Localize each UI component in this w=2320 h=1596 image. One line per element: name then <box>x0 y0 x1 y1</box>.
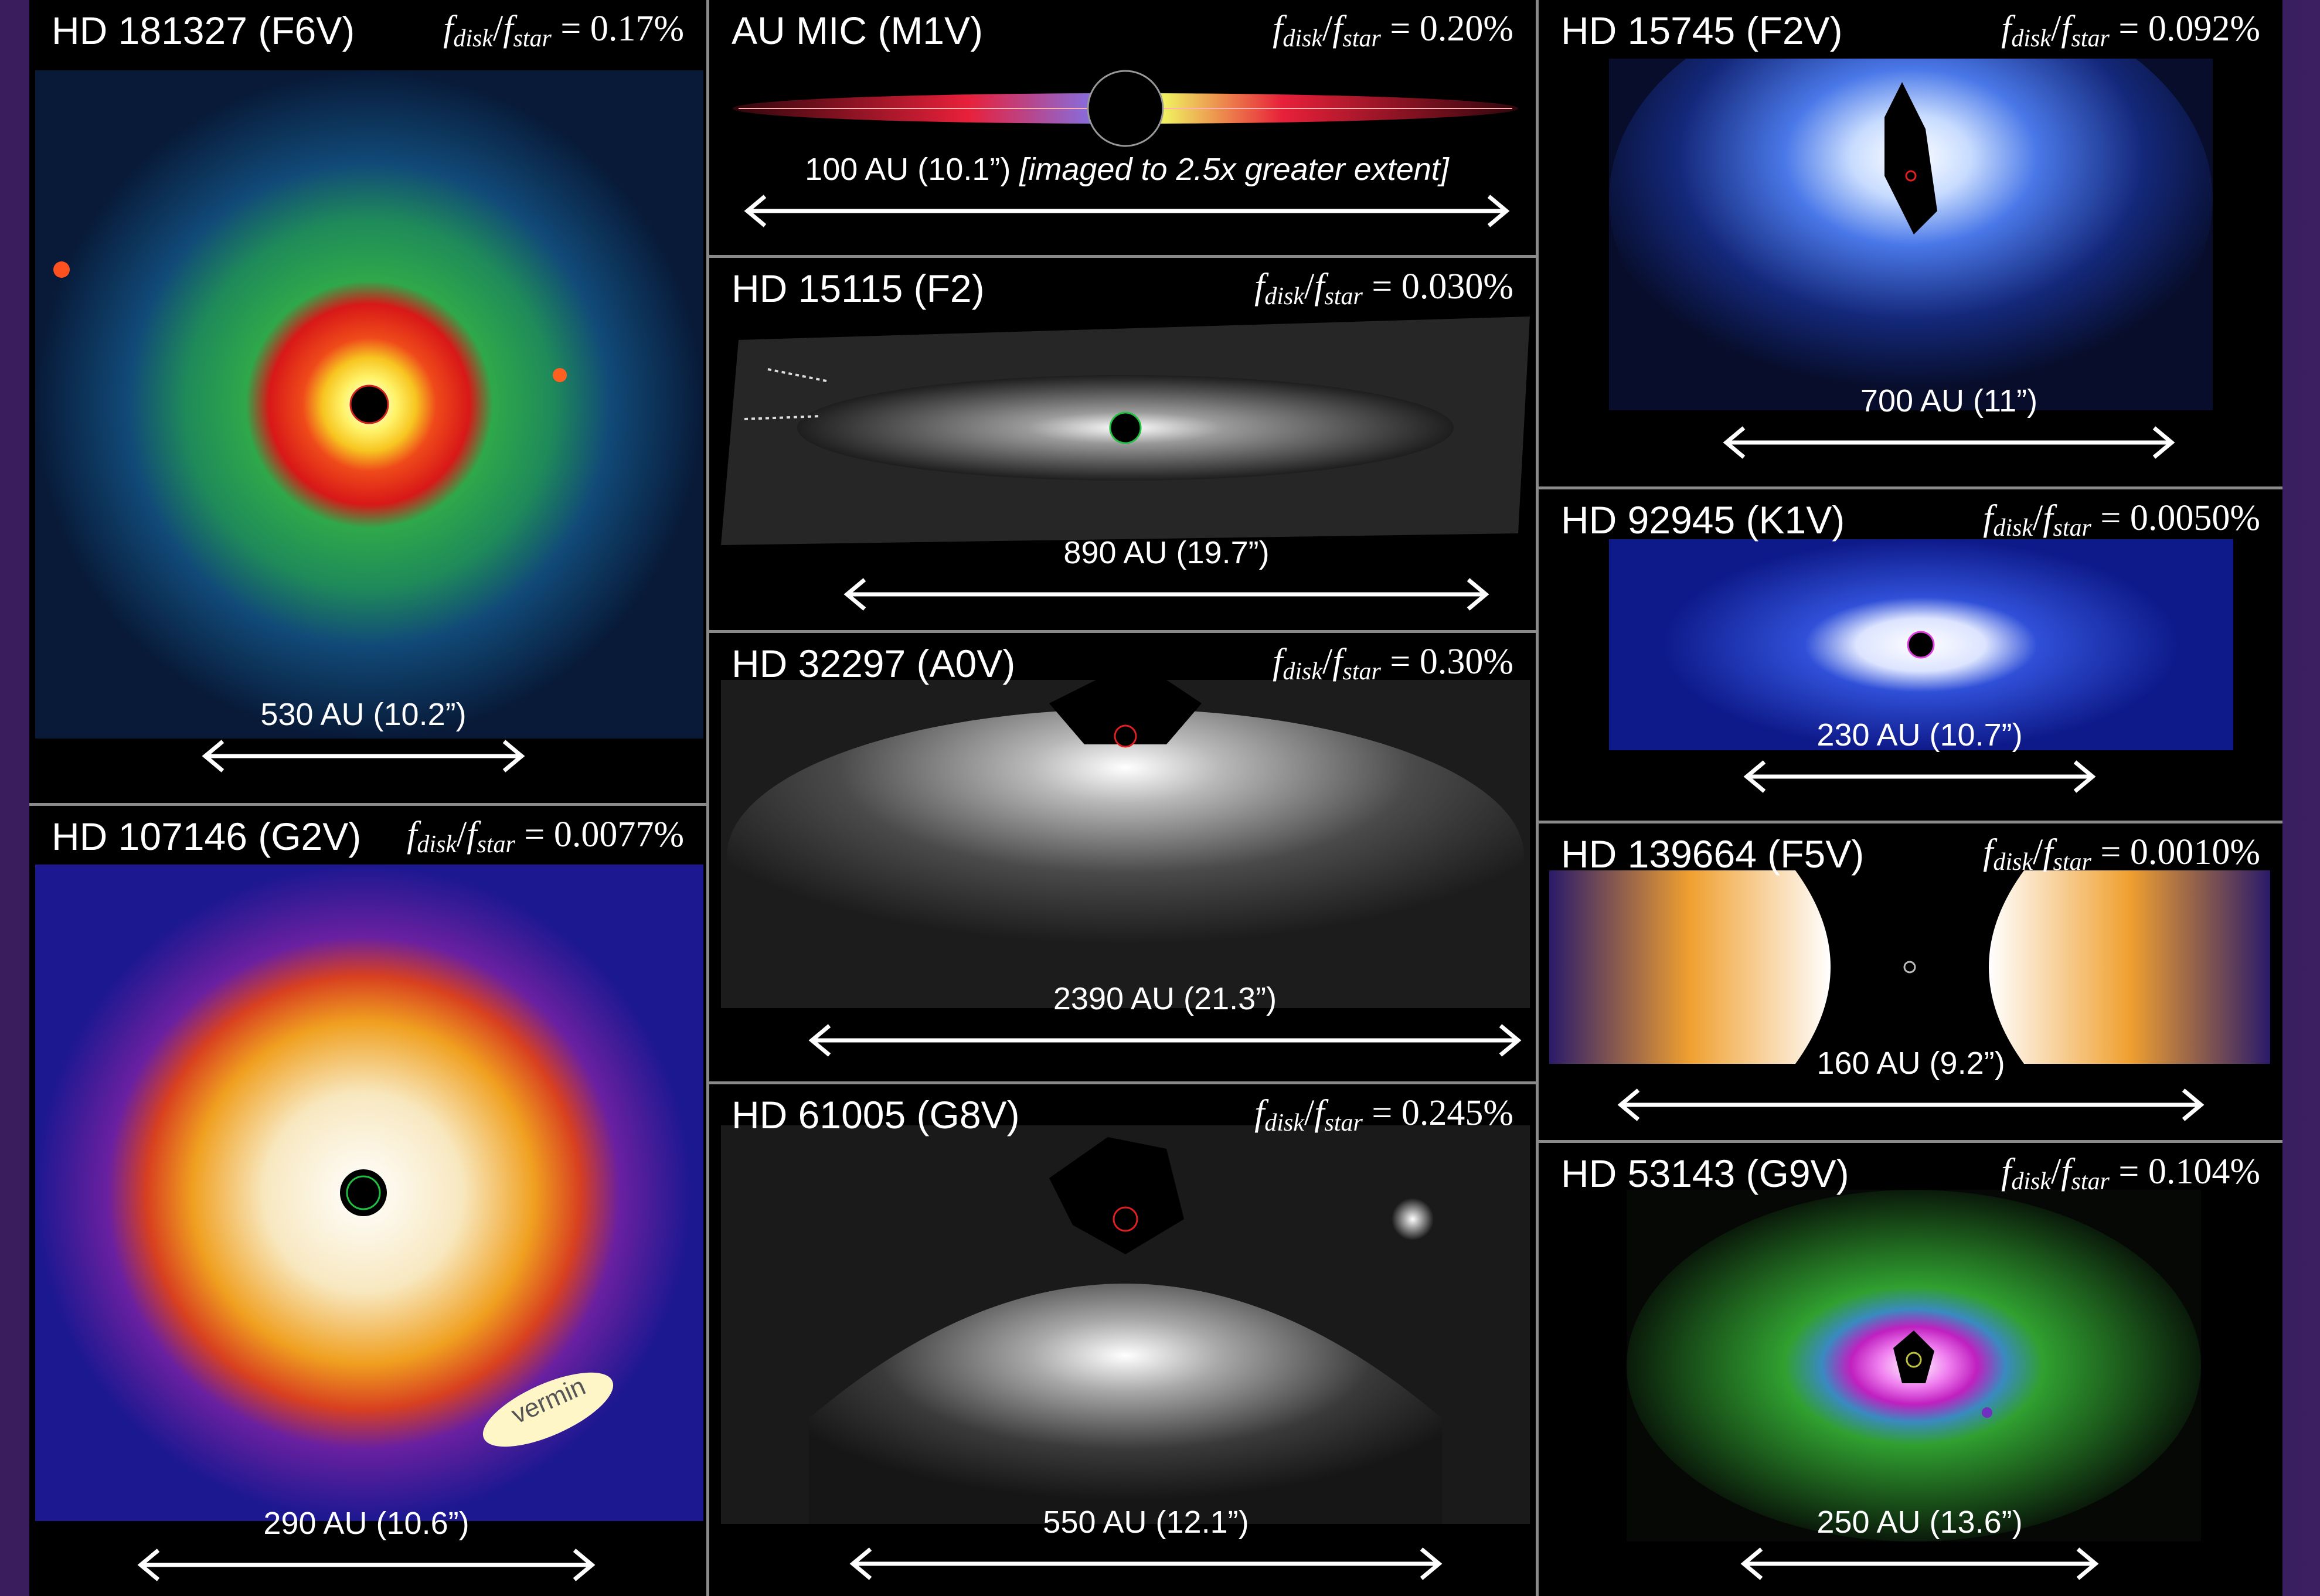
scale-bar: 530 AU (10.2”) <box>199 697 528 774</box>
disk-image-hd107146 <box>35 865 703 1521</box>
disk-image-hd53143 <box>1627 1190 2201 1541</box>
scale-bar: 160 AU (9.2”) <box>1615 1046 2207 1122</box>
panel-title: HD 32297 (A0V) <box>732 642 1016 685</box>
panel-hd15745: HD 15745 (F2V) fdisk/fstar = 0.092% 700 … <box>1539 0 2282 489</box>
panel-title: HD 61005 (G8V) <box>732 1093 1020 1136</box>
scale-bar: 890 AU (19.7”) <box>841 535 1492 612</box>
disk-image-aumic <box>733 70 1518 147</box>
panel-hd181327: HD 181327 (F6V) fdisk/fstar = 0.17% 530 … <box>29 0 709 806</box>
disk-image-hd92945 <box>1609 539 2233 750</box>
scale-label: 160 AU (9.2”) <box>1816 1046 2005 1081</box>
scale-label: 550 AU (12.1”) <box>1043 1505 1249 1540</box>
scale-bar: 700 AU (11”) <box>1720 383 2178 460</box>
scale-bar: 290 AU (10.6”) <box>135 1506 598 1583</box>
panel-hd139664: HD 139664 (F5V) fdisk/fstar = 0.0010% 16… <box>1539 823 2282 1143</box>
scale-label: 230 AU (10.7”) <box>1816 717 2023 753</box>
scale-bar: 100 AU (10.1”) [imaged to 2.5x greater e… <box>741 152 1512 229</box>
scale-bar: 550 AU (12.1”) <box>847 1505 1445 1581</box>
panel-title: HD 181327 (F6V) <box>52 9 355 52</box>
disk-image-hd181327 <box>35 70 703 739</box>
panel-title: HD 92945 (K1V) <box>1561 498 1845 542</box>
panel-aumic: AU MIC (M1V) fdisk/fstar = 0.20% 100 AU … <box>709 0 1539 258</box>
scale-label: 2390 AU (21.3”) <box>1053 981 1277 1016</box>
flux-ratio-label: fdisk/fstar = 0.245% <box>1254 1093 1513 1136</box>
panel-hd92945: HD 92945 (K1V) fdisk/fstar = 0.0050% 230… <box>1539 489 2282 823</box>
scale-label: 890 AU (19.7”) <box>1063 535 1270 570</box>
disk-image-hd61005 <box>721 1125 1530 1524</box>
panel-title: HD 53143 (G9V) <box>1561 1152 1849 1195</box>
flux-ratio-label: fdisk/fstar = 0.0050% <box>1983 498 2260 542</box>
flux-ratio-label: fdisk/fstar = 0.104% <box>2001 1152 2260 1195</box>
panel-title: HD 139664 (F5V) <box>1561 832 1865 876</box>
scale-label: 290 AU (10.6”) <box>263 1506 470 1541</box>
flux-ratio-label: fdisk/fstar = 0.030% <box>1254 267 1513 310</box>
panel-hd61005: HD 61005 (G8V) fdisk/fstar = 0.245% 550 … <box>709 1084 1539 1596</box>
panel-title: AU MIC (M1V) <box>732 9 983 52</box>
scale-label: 250 AU (13.6”) <box>1816 1505 2023 1540</box>
scale-bar: 230 AU (10.7”) <box>1741 717 2098 794</box>
disk-image-hd15115 <box>721 317 1530 545</box>
disk-mosaic: HD 181327 (F6V) fdisk/fstar = 0.17% 530 … <box>29 0 2282 1596</box>
panel-hd32297: HD 32297 (A0V) fdisk/fstar = 0.30% 2390 … <box>709 633 1539 1084</box>
panel-title: HD 107146 (G2V) <box>52 815 362 858</box>
disk-image-hd32297 <box>721 680 1530 1008</box>
flux-ratio-label: fdisk/fstar = 0.17% <box>443 9 684 52</box>
flux-ratio-label: fdisk/fstar = 0.0077% <box>407 815 684 858</box>
flux-ratio-label: fdisk/fstar = 0.0010% <box>1983 832 2260 876</box>
flux-ratio-label: fdisk/fstar = 0.20% <box>1273 9 1513 52</box>
panel-title: HD 15745 (F2V) <box>1561 9 1843 52</box>
scale-label: 700 AU (11”) <box>1860 383 2038 418</box>
panel-title: HD 15115 (F2) <box>732 267 985 310</box>
scale-bar: 2390 AU (21.3”) <box>806 981 1524 1058</box>
scale-bar: 250 AU (13.6”) <box>1738 1505 2101 1581</box>
disk-image-hd15745 <box>1609 59 2213 410</box>
scale-label: 530 AU (10.2”) <box>260 697 467 732</box>
panel-hd107146: vermin HD 107146 (G2V) fdisk/fstar = 0.0… <box>29 806 709 1596</box>
panel-hd15115: HD 15115 (F2) fdisk/fstar = 0.030% 890 A… <box>709 258 1539 633</box>
flux-ratio-label: fdisk/fstar = 0.092% <box>2001 9 2260 52</box>
flux-ratio-label: fdisk/fstar = 0.30% <box>1273 642 1513 685</box>
disk-image-hd139664 <box>1549 870 2270 1064</box>
scale-label: 100 AU (10.1”) [imaged to 2.5x greater e… <box>805 152 1449 187</box>
panel-hd53143: HD 53143 (G9V) fdisk/fstar = 0.104% 250 … <box>1539 1143 2282 1596</box>
